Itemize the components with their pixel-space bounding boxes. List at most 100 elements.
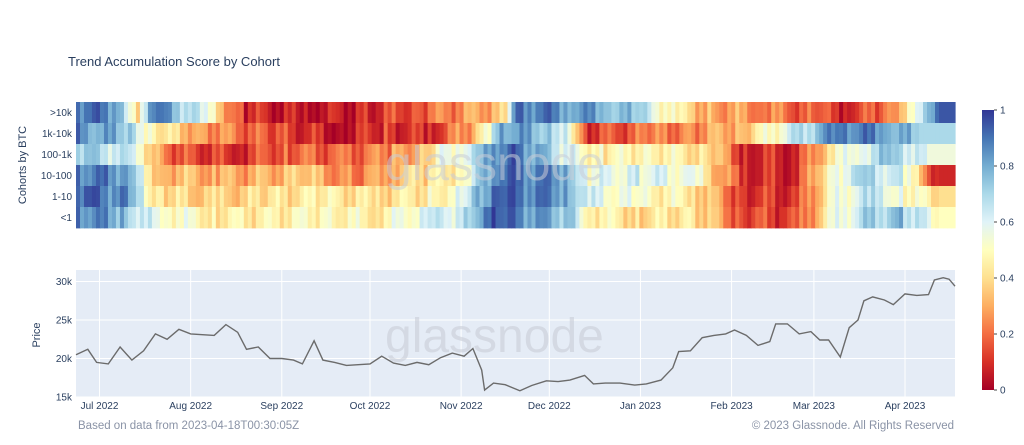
heatmap-cell — [579, 207, 585, 229]
heatmap-cell — [535, 207, 541, 229]
heatmap-cell — [527, 186, 533, 208]
heatmap-cell — [751, 144, 756, 166]
heatmap-cell — [255, 186, 261, 208]
heatmap-cell — [507, 207, 513, 229]
heatmap-row-labels: >10k 1k-10k 100-1k 10-100 1-10 <1 — [41, 108, 73, 224]
heatmap-cell — [591, 123, 597, 145]
heatmap-cell — [175, 186, 181, 208]
heatmap-cell — [115, 123, 121, 145]
heatmap-cell — [599, 165, 604, 187]
heatmap-cell — [695, 144, 700, 166]
heatmap-cell — [851, 165, 856, 187]
heatmap-cell — [635, 102, 640, 124]
heatmap-cell — [699, 207, 704, 229]
heatmap-cell — [727, 123, 732, 145]
heatmap-cell — [423, 165, 429, 187]
heatmap-cell — [587, 123, 593, 145]
heatmap-cell — [495, 186, 501, 208]
heatmap-cell — [103, 144, 109, 166]
heatmap-cell — [587, 102, 593, 124]
heatmap-cell — [591, 102, 597, 124]
heatmap-cell — [479, 207, 485, 229]
heatmap-cell — [923, 102, 928, 124]
heatmap-cell — [879, 165, 884, 187]
heatmap-cell — [411, 186, 417, 208]
heatmap-cell — [219, 123, 225, 145]
heatmap-cell — [155, 102, 161, 124]
heatmap-cell — [287, 102, 293, 124]
heatmap-cell — [735, 165, 740, 187]
heatmap-cell — [879, 186, 884, 208]
heatmap-cell — [279, 144, 285, 166]
heatmap-cell — [415, 144, 421, 166]
heatmap-cell — [243, 186, 249, 208]
heatmap-cell — [511, 102, 517, 124]
heatmap-cell — [655, 144, 660, 166]
heatmap-cell — [699, 144, 704, 166]
heatmap-cell — [215, 123, 221, 145]
heatmap-cell — [351, 102, 357, 124]
heatmap-cell — [99, 144, 105, 166]
heatmap-cell — [791, 165, 796, 187]
heatmap-cell — [731, 144, 736, 166]
heatmap-cell — [135, 207, 141, 229]
heatmap-cell — [427, 144, 433, 166]
heatmap-cell — [635, 186, 640, 208]
heatmap-cell — [143, 186, 149, 208]
heatmap-cell — [487, 186, 493, 208]
heatmap-cell — [587, 144, 593, 166]
heatmap-cell — [803, 207, 808, 229]
heatmap-cell — [903, 186, 908, 208]
heatmap-cell — [271, 123, 277, 145]
heatmap-cell — [563, 144, 569, 166]
heatmap-cell — [631, 123, 636, 145]
heatmap-cell — [879, 207, 884, 229]
heatmap-cell — [387, 102, 393, 124]
heatmap-cell — [615, 207, 620, 229]
heatmap-cell — [491, 186, 497, 208]
heatmap-cell — [823, 102, 828, 124]
heatmap-cell — [847, 186, 852, 208]
heatmap-cell — [939, 102, 944, 124]
heatmap-cell — [119, 207, 125, 229]
heatmap-cell — [115, 102, 121, 124]
heatmap-cell — [191, 207, 197, 229]
heatmap-cell — [215, 207, 221, 229]
heatmap-cell — [667, 123, 672, 145]
heatmap-cell — [207, 186, 213, 208]
heatmap-cell — [339, 144, 345, 166]
heatmap-cell — [439, 102, 445, 124]
heatmap-cell — [231, 102, 237, 124]
heatmap-cell — [479, 186, 485, 208]
heatmap-cell — [375, 207, 381, 229]
heatmap-cell — [227, 207, 233, 229]
heatmap-cell — [943, 165, 948, 187]
heatmap-cell — [719, 123, 724, 145]
heatmap-cell — [179, 165, 185, 187]
heatmap-cell — [507, 102, 513, 124]
heatmap-cell — [435, 186, 441, 208]
heatmap-cell — [383, 123, 389, 145]
heatmap-cell — [799, 123, 804, 145]
heatmap-cell — [871, 186, 876, 208]
heatmap-cell — [163, 186, 169, 208]
heatmap-cell — [583, 165, 589, 187]
heatmap-cell — [547, 165, 553, 187]
heatmap-cell — [839, 102, 844, 124]
heatmap-cell — [907, 102, 912, 124]
heatmap-cell — [467, 186, 473, 208]
heatmap-cell — [151, 207, 157, 229]
heatmap-cell — [783, 165, 788, 187]
heatmap-cell — [243, 207, 249, 229]
heatmap-cell — [743, 144, 748, 166]
heatmap-cell — [223, 165, 229, 187]
price-y-tick-label: 20k — [56, 354, 73, 365]
heatmap-cell — [447, 123, 453, 145]
heatmap-cell — [427, 102, 433, 124]
heatmap-cell — [355, 207, 361, 229]
heatmap-cell — [735, 102, 740, 124]
heatmap-cell — [483, 165, 489, 187]
heatmap-cell — [251, 102, 257, 124]
heatmap-cell — [791, 207, 796, 229]
heatmap-cell — [183, 123, 189, 145]
